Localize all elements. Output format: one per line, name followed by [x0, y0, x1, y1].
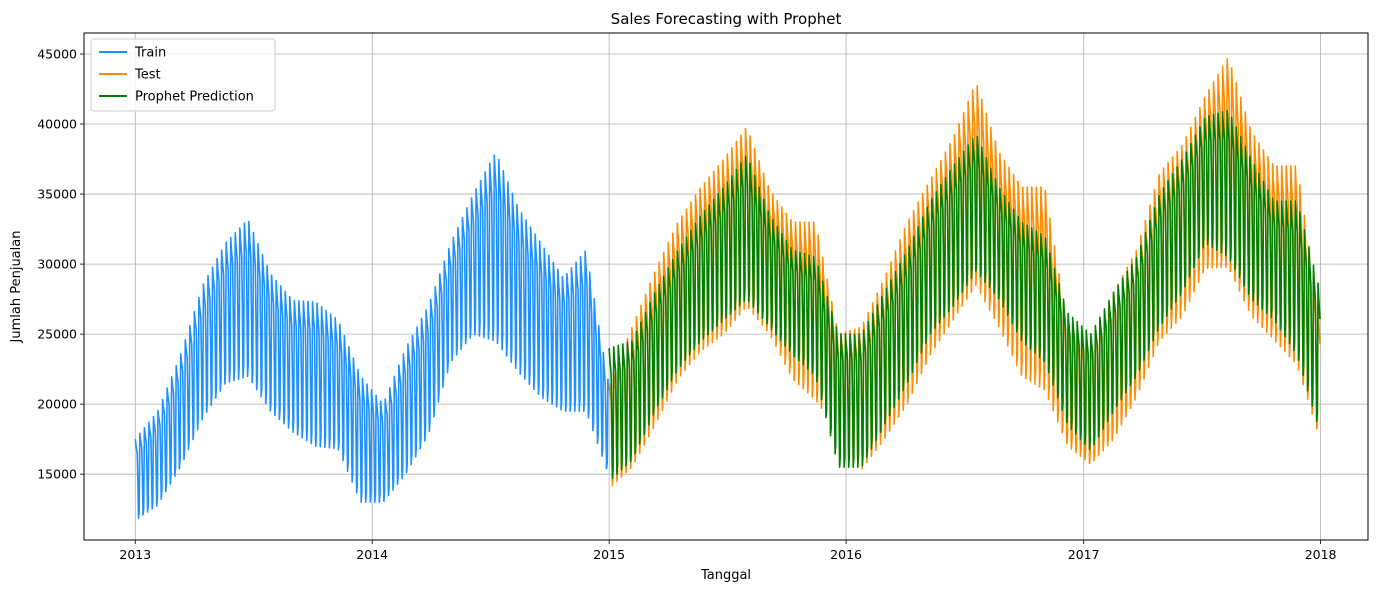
- y-tick-label: 25000: [37, 327, 77, 342]
- plot-frame: [83, 32, 1369, 541]
- x-axis-label: Tanggal: [700, 568, 751, 583]
- legend-label-prophet-prediction: Prophet Prediction: [135, 90, 254, 105]
- x-tick-label: 2013: [119, 547, 151, 562]
- legend-box: [90, 38, 276, 112]
- series-line-train: [134, 154, 610, 519]
- y-tick-label: 35000: [37, 187, 77, 202]
- x-tick-label: 2015: [593, 547, 625, 562]
- x-axis: 2013 2014 2015 2016 2017 2018: [119, 540, 1337, 562]
- y-tick-label: 15000: [37, 467, 77, 482]
- series-layer: [134, 57, 1321, 519]
- y-tick-label: 30000: [37, 257, 77, 272]
- y-axis-label: Jumlah Penjualan: [9, 231, 24, 344]
- y-axis: 15000 20000 25000 30000 35000 40000 45000: [37, 47, 84, 482]
- x-tick-label: 2018: [1305, 547, 1337, 562]
- legend: Train Test Prophet Prediction: [90, 38, 276, 112]
- x-tick-label: 2014: [356, 547, 388, 562]
- series-line-test: [608, 57, 1321, 487]
- y-tick-label: 20000: [37, 397, 77, 412]
- x-tick-label: 2017: [1068, 547, 1100, 562]
- legend-label-test: Test: [134, 68, 161, 83]
- y-tick-label: 45000: [37, 47, 77, 62]
- chart-title: Sales Forecasting with Prophet: [611, 10, 842, 28]
- x-tick-label: 2016: [830, 547, 862, 562]
- legend-label-train: Train: [134, 46, 166, 61]
- series-line-prophet-prediction: [608, 109, 1321, 479]
- y-tick-label: 40000: [37, 117, 77, 132]
